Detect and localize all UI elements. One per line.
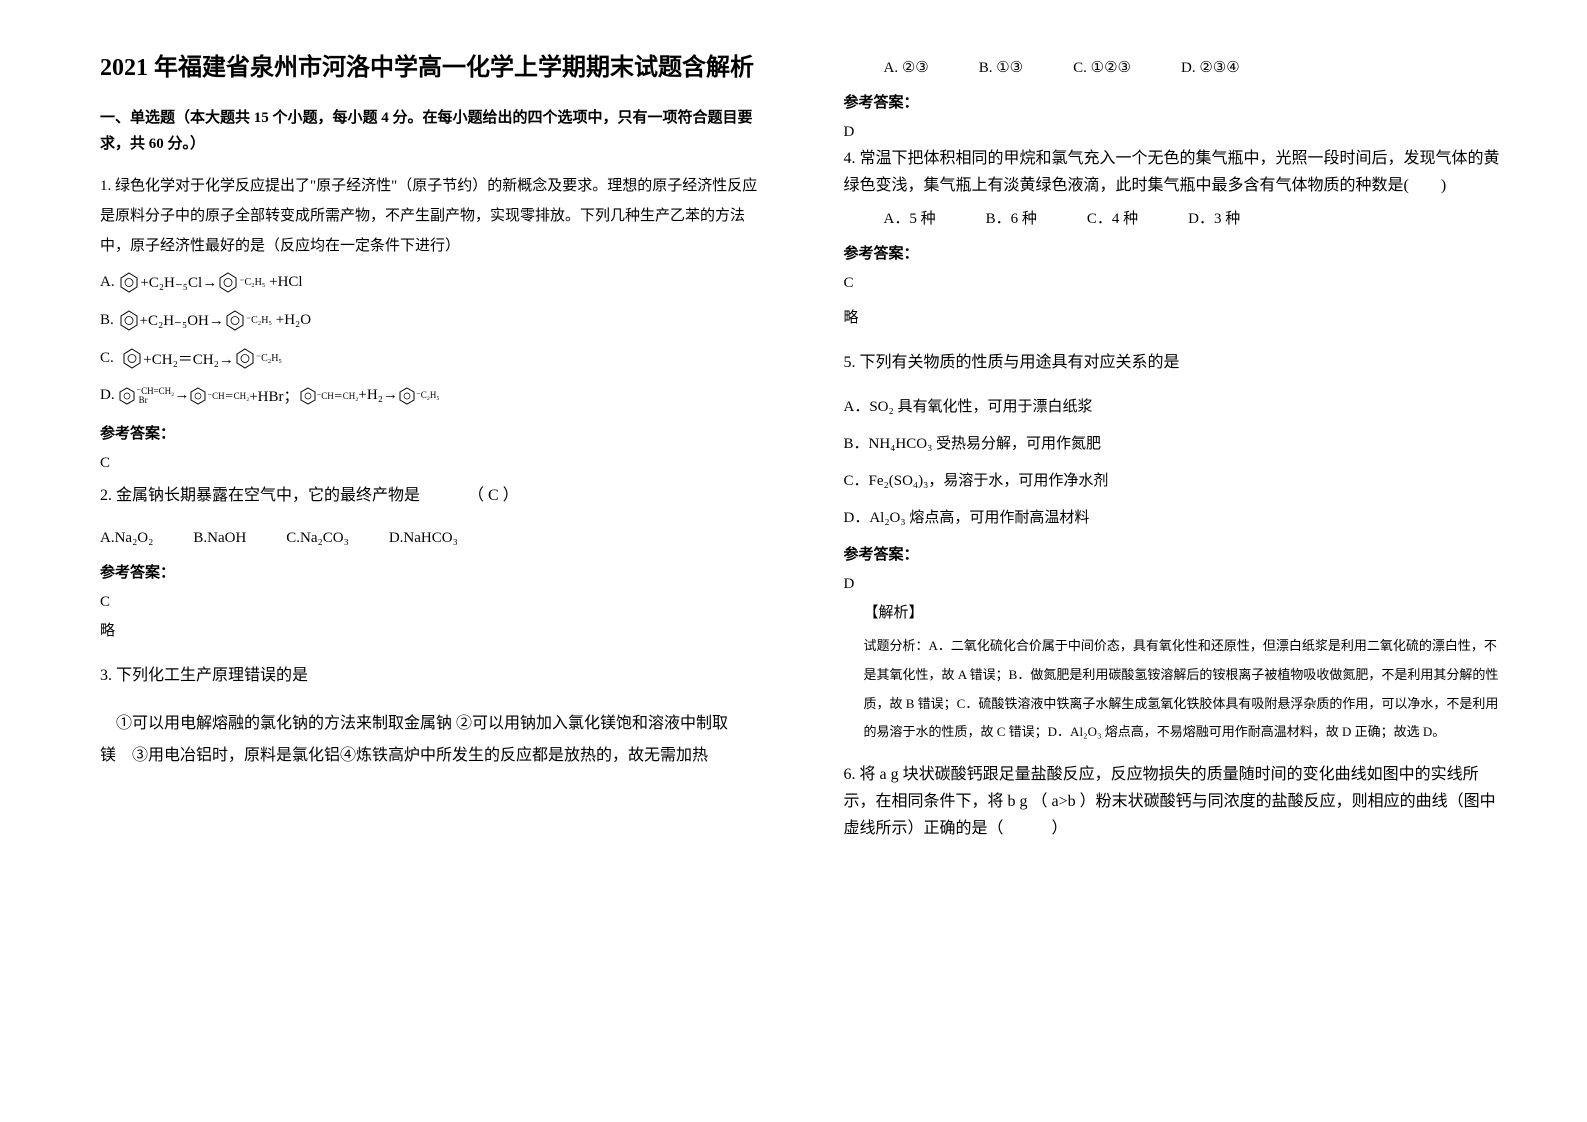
q5-option-d: D．Al₂O₃ 熔点高，可用作耐高温材料 (844, 506, 1508, 527)
q5-option-b: B．NH₄HCO₃ 受热易分解，可用作氮肥 (844, 432, 1508, 453)
question-2-text: 2. 金属钠长期暴露在空气中，它的最终产物是 （ C ） (100, 480, 764, 512)
q4-option-d: D．3 种 (1188, 207, 1240, 228)
benzene-icon (118, 387, 136, 405)
benzene-icon (224, 309, 246, 331)
q2-brief: 略 (100, 619, 764, 640)
q3-options: A. ②③ B. ①③ C. ①②③ D. ②③④ (844, 58, 1508, 77)
q4-options: A．5 种 B．6 种 C．4 种 D．3 种 (844, 207, 1508, 228)
q4-answer: C (844, 275, 1508, 292)
benzene-icon (299, 387, 317, 405)
q4-option-c: C．4 种 (1087, 207, 1138, 228)
q5-answer: D (844, 576, 1508, 593)
q5-answer-label: 参考答案： (844, 543, 1508, 564)
q2-answer: C (100, 594, 764, 611)
q1-option-a-label: A. (100, 274, 118, 291)
q2-answer-label: 参考答案： (100, 561, 764, 582)
q5-option-a: A．SO₂ 具有氧化性，可用于漂白纸浆 (844, 395, 1508, 416)
q5-analysis-label: 【解析】 (844, 601, 1508, 622)
q3-line-1: ①可以用电解熔融的氯化钠的方法来制取金属钠 ②可以用钠加入氯化镁饱和溶液中制取 (100, 708, 764, 740)
benzene-icon (234, 347, 256, 369)
q1-answer-label: 参考答案： (100, 422, 764, 443)
q2-option-a: A.Na₂O₂ (100, 530, 153, 547)
q1-option-d-label: D. (100, 387, 118, 404)
document-title: 2021 年福建省泉州市河洛中学高一化学上学期期末试题含解析 (100, 50, 764, 86)
question-1: 1. 绿色化学对于化学反应提出了"原子经济性"（原子节约）的新概念及要求。理想的… (100, 171, 764, 261)
q2-option-d: D.NaHCO₃ (389, 530, 458, 547)
q1-option-a-formula: +C₂H₋₅Cl→ (140, 273, 217, 292)
question-4-text: 4. 常温下把体积相同的甲烷和氯气充入一个无色的集气瓶中，光照一段时间后，发现气… (844, 145, 1508, 199)
q5-option-c: C．Fe₂(SO₄)₃，易溶于水，可用作净水剂 (844, 469, 1508, 490)
benzene-icon (189, 387, 207, 405)
section-1-header: 一、单选题（本大题共 15 个小题，每小题 4 分。在每小题给出的四个选项中，只… (100, 106, 764, 157)
q4-answer-label: 参考答案： (844, 242, 1508, 263)
benzene-icon (121, 347, 143, 369)
q3-answer-label: 参考答案： (844, 91, 1508, 112)
q1-option-c-label: C. (100, 350, 121, 367)
q1-option-b-formula: +C₂H₋₅OH→ (140, 311, 224, 330)
left-column: 2021 年福建省泉州市河洛中学高一化学上学期期末试题含解析 一、单选题（本大题… (30, 50, 794, 1092)
question-1-text: 1. 绿色化学对于化学反应提出了"原子经济性"（原子节约）的新概念及要求。理想的… (100, 171, 764, 261)
q4-option-b: B．6 种 (986, 207, 1037, 228)
q1-answer: C (100, 455, 764, 472)
q1-option-c: C. +CH₂＝CH₂→ ⁻C₂H₅ (100, 347, 764, 369)
right-column: A. ②③ B. ①③ C. ①②③ D. ②③④ 参考答案： D 4. 常温下… (794, 50, 1558, 1092)
q2-options: A.Na₂O₂ B.NaOH C.Na₂CO₃ D.NaHCO₃ (100, 530, 764, 547)
benzene-icon (217, 271, 239, 293)
q3-line-2: 镁 ③用电冶铝时，原料是氯化铝④炼铁高炉中所发生的反应都是放热的，故无需加热 (100, 740, 764, 772)
question-5-text: 5. 下列有关物质的性质与用途具有对应关系的是 (844, 347, 1508, 379)
benzene-icon (118, 309, 140, 331)
q1-option-b: B. +C₂H₋₅OH→ ⁻C₂H₅ +H₂O (100, 309, 764, 331)
q3-option-a: A. ②③ (884, 58, 929, 77)
question-6-text: 6. 将 a g 块状碳酸钙跟足量盐酸反应，反应物损失的质量随时间的变化曲线如图… (844, 761, 1508, 843)
q1-option-a: A. +C₂H₋₅Cl→ ⁻C₂H₅ +HCl (100, 271, 764, 293)
q1-option-b-tail: ⁻C₂H₅ (246, 315, 272, 326)
benzene-icon (118, 271, 140, 293)
benzene-icon (398, 387, 416, 405)
q2-option-c: C.Na₂CO₃ (286, 530, 349, 547)
q4-option-a: A．5 种 (884, 207, 936, 228)
q5-analysis: 试题分析：A．二氧化硫化合价属于中间价态，具有氧化性和还原性，但漂白纸浆是利用二… (844, 632, 1508, 746)
q2-option-b: B.NaOH (193, 530, 246, 547)
q1-option-b-label: B. (100, 312, 118, 329)
q3-option-d: D. ②③④ (1181, 58, 1240, 77)
q3-answer: D (844, 124, 1508, 141)
question-3-text: 3. 下列化工生产原理错误的是 (100, 660, 764, 692)
q1-option-a-tail: ⁻C₂H₅ (239, 277, 265, 288)
q1-option-d: D. ⁻CH=CH₂ Br → ⁻CH＝CH₂ +HBr； ⁻CH＝CH₂ +H… (100, 385, 764, 406)
q3-option-b: B. ①③ (979, 58, 1023, 77)
q3-option-c: C. ①②③ (1073, 58, 1131, 77)
q1-option-c-tail: ⁻C₂H₅ (256, 353, 282, 364)
q4-brief: 略 (844, 306, 1508, 327)
q1-option-c-formula: +CH₂＝CH₂→ (143, 348, 234, 369)
